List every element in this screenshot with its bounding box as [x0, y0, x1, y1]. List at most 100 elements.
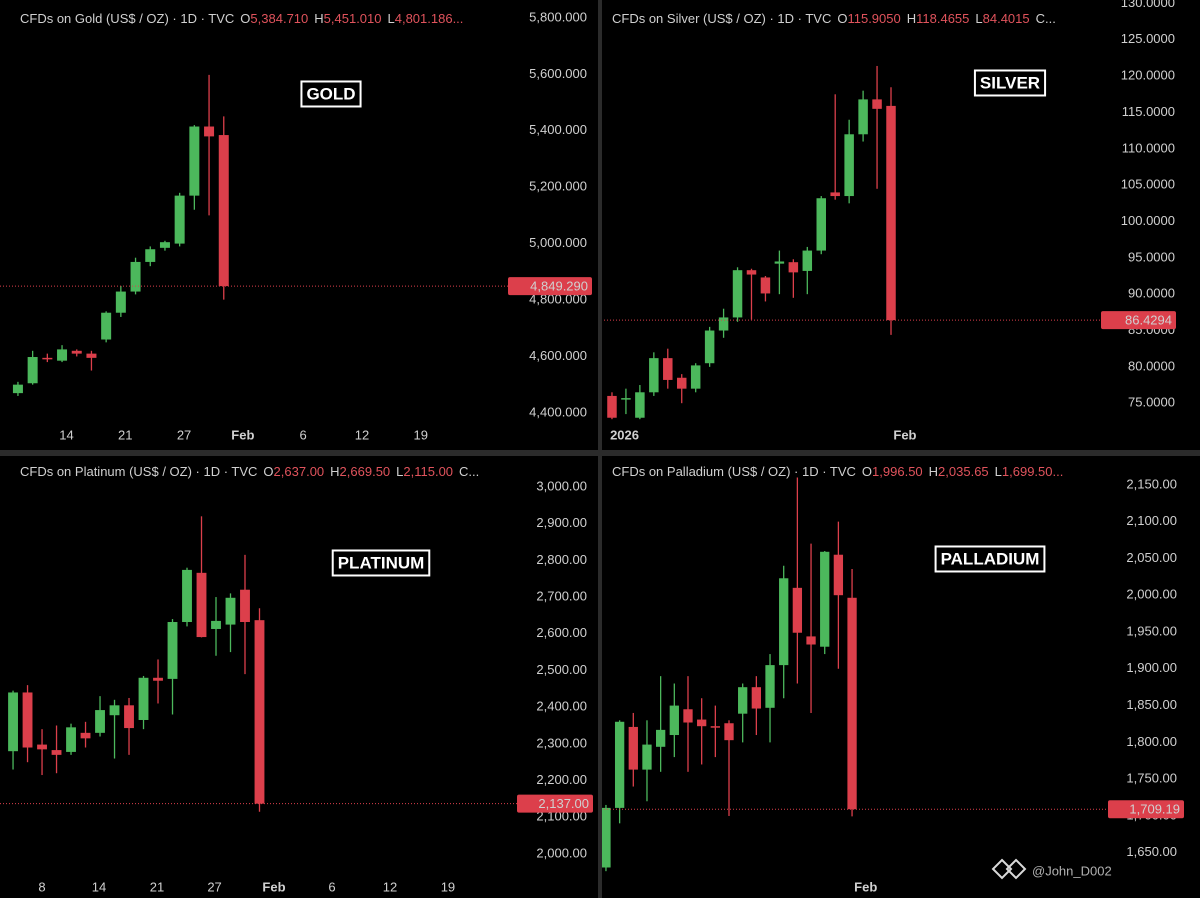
candle-body [833, 554, 844, 596]
candle-body [602, 807, 611, 868]
y-tick-label: 2,000.00 [1126, 587, 1177, 602]
x-tick-label: 14 [92, 879, 106, 894]
ohlc-key: H [907, 11, 916, 26]
chart-header: CFDs on Platinum (US$ / OZ) · 1D · TVC O2… [20, 464, 479, 479]
candle-body [830, 192, 840, 197]
chart-header: CFDs on Silver (US$ / OZ) · 1D · TVC O115… [612, 11, 1056, 26]
x-tick-label: 2026 [610, 427, 639, 442]
y-tick-label: 5,600.000 [529, 66, 587, 81]
ohlc-value: 84.4015 [983, 11, 1030, 26]
candle-body [628, 726, 638, 770]
chart: CFDs on Silver (US$ / OZ) · 1D · TVC O115… [602, 0, 1176, 442]
y-tick-label: 1,900.00 [1126, 660, 1177, 675]
x-tick-label: Feb [262, 879, 285, 894]
candle-body [138, 677, 149, 720]
ohlc-value: 1,996.50 [872, 464, 923, 479]
candle-body [788, 262, 799, 273]
y-tick-label: 115.0000 [1122, 104, 1175, 119]
y-tick-label: 2,150.00 [1126, 476, 1177, 491]
ohlc-key: H [330, 464, 339, 479]
chart-header: CFDs on Palladium (US$ / OZ) · 1D · TVC O… [612, 464, 1063, 479]
asset-label-box [331, 549, 431, 577]
candle-body [109, 705, 120, 716]
last-price-tag [1101, 311, 1176, 330]
x-tick-label: Feb [893, 427, 916, 442]
candle-body [8, 692, 18, 752]
ohlc-key: O [263, 464, 273, 479]
asset-label: PLATINUM [338, 553, 425, 572]
y-tick-label: 2,700.00 [536, 588, 587, 603]
candle-body [779, 578, 789, 666]
chart-title: CFDs on Platinum (US$ / OZ) · 1D · TVC [20, 464, 257, 479]
asset-label-box [934, 545, 1046, 573]
candle-body [159, 242, 170, 248]
candle-body [189, 126, 200, 196]
y-tick-label: 2,900.00 [536, 515, 587, 530]
candle-body [182, 569, 192, 623]
candle-body [847, 597, 857, 810]
candle-body [27, 357, 38, 384]
candle-body [751, 687, 762, 709]
asset-label-box [973, 69, 1047, 97]
candle-body [204, 126, 215, 137]
y-tick-label: 80.0000 [1128, 358, 1175, 373]
watermark: @John_D002 [991, 858, 1112, 880]
ohlc-key: L [975, 11, 982, 26]
y-tick-label: 1,650.00 [1126, 844, 1177, 859]
candle-body [607, 395, 617, 418]
chart-title: CFDs on Gold (US$ / OZ) · 1D · TVC [20, 11, 234, 26]
candle-body [802, 250, 813, 271]
candle-body [254, 620, 265, 804]
candle-body [115, 291, 126, 313]
candle-body [51, 750, 62, 755]
asset-label: SILVER [980, 73, 1040, 92]
y-tick-label: 2,000.00 [536, 845, 587, 860]
candle-body [86, 353, 97, 358]
x-tick-label: 6 [300, 427, 307, 442]
chart-header: CFDs on Gold (US$ / OZ) · 1D · TVC O5,384… [20, 11, 463, 26]
x-tick-label: 8 [38, 879, 45, 894]
y-tick-label: 1,950.00 [1126, 623, 1177, 638]
candle-body [774, 261, 785, 264]
candle-body [765, 665, 775, 708]
x-tick-label: Feb [854, 879, 877, 894]
y-tick-label: 110.0000 [1122, 140, 1175, 155]
y-tick-label: 2,050.00 [1126, 550, 1177, 565]
candle-body [196, 572, 207, 638]
y-tick-label: 125.0000 [1121, 31, 1175, 46]
panel [0, 456, 598, 898]
y-tick-label: 75.0000 [1128, 395, 1175, 410]
asset-label-box [300, 80, 362, 108]
y-tick-label: 130.0000 [1121, 0, 1175, 10]
ohlc-key: L [388, 11, 395, 26]
watermark-text: @John_D002 [1032, 863, 1112, 878]
candle-body [66, 727, 76, 752]
y-tick-label: 4,600.000 [529, 348, 587, 363]
y-tick-label: 5,400.000 [529, 122, 587, 137]
ohlc-key: L [995, 464, 1002, 479]
chart-title: CFDs on Palladium (US$ / OZ) · 1D · TVC [612, 464, 856, 479]
ohlc-value: 2,035.65 [938, 464, 989, 479]
ohlc-more: C... [1036, 11, 1056, 26]
x-tick-label: 21 [150, 879, 164, 894]
y-tick-label: 5,800.000 [529, 9, 587, 24]
candle-body [22, 692, 33, 748]
candle-body [676, 377, 687, 389]
y-tick-label: 5,200.000 [529, 179, 587, 194]
candle-body [655, 729, 666, 747]
candle-body [12, 384, 23, 394]
candle-body [683, 709, 693, 723]
last-price-label: 4,849.290 [530, 279, 588, 294]
y-tick-label: 1,750.00 [1126, 771, 1177, 786]
ohlc-key: O [862, 464, 872, 479]
candle-body [704, 330, 715, 364]
candle-body [57, 349, 68, 361]
candle-body [174, 195, 185, 244]
candle-body [37, 744, 47, 750]
candle-body [738, 687, 748, 714]
ohlc-key: H [929, 464, 938, 479]
last-price-label: 86.4294 [1125, 313, 1172, 328]
chart: CFDs on Platinum (US$ / OZ) · 1D · TVC O 2… [0, 464, 593, 894]
candle-body [697, 719, 707, 727]
